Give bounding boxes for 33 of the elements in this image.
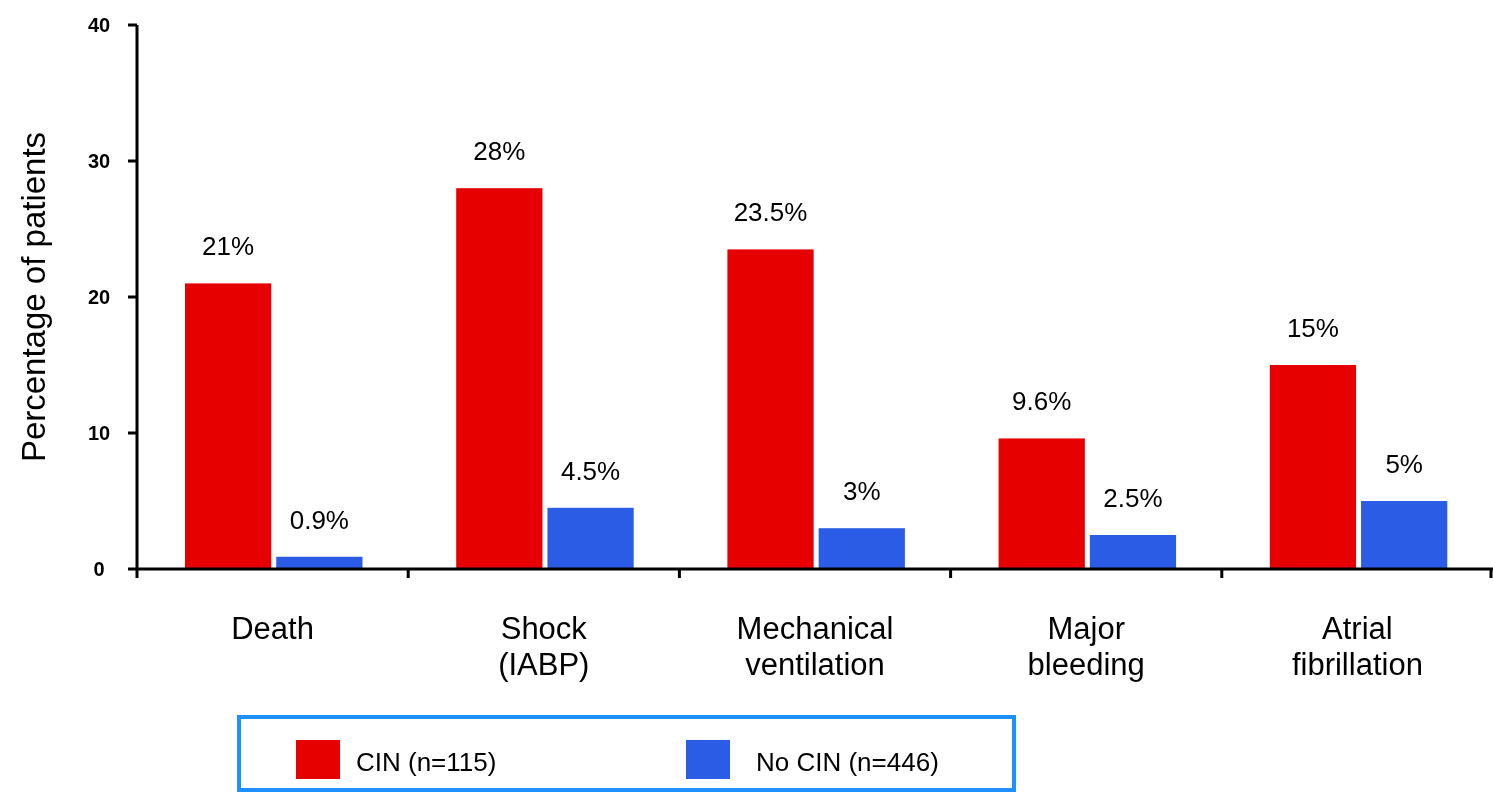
x-tick-label: Major bleeding bbox=[1027, 611, 1145, 682]
data-label: 21% bbox=[202, 231, 255, 262]
legend-label: No CIN (n=446) bbox=[756, 747, 939, 777]
bar bbox=[1361, 501, 1448, 569]
y-tick-label: 0 bbox=[93, 558, 105, 580]
bar bbox=[1089, 535, 1177, 569]
bar bbox=[998, 438, 1085, 569]
y-tick-label: 20 bbox=[87, 286, 111, 308]
x-tick-label: Atrial fibrillation bbox=[1291, 611, 1423, 682]
x-tick-label: Shock (IABP) bbox=[498, 611, 590, 682]
data-label: 28% bbox=[473, 136, 526, 167]
data-label: 2.5% bbox=[1103, 483, 1163, 513]
bar bbox=[276, 556, 363, 569]
legend-label: CIN (n=115) bbox=[356, 747, 497, 777]
data-label: 9.6% bbox=[1012, 386, 1072, 417]
x-tick-label: Death bbox=[231, 611, 314, 646]
data-label: 4.5% bbox=[560, 455, 621, 486]
y-tick-label: 40 bbox=[87, 14, 111, 36]
bar bbox=[547, 507, 634, 569]
bar bbox=[185, 283, 272, 569]
data-label: 5% bbox=[1385, 449, 1423, 479]
x-tick-label: Mechanical ventilation bbox=[736, 611, 894, 682]
data-label: 15% bbox=[1286, 313, 1339, 343]
bar bbox=[727, 249, 814, 569]
bar bbox=[1269, 365, 1357, 569]
data-label: 3% bbox=[842, 476, 881, 507]
y-tick-label: 10 bbox=[87, 422, 111, 444]
data-label: 0.9% bbox=[289, 504, 349, 535]
bar bbox=[456, 188, 543, 569]
bar bbox=[818, 528, 905, 569]
data-label: 23.5% bbox=[733, 197, 808, 228]
y-tick-label: 30 bbox=[87, 150, 111, 172]
y-axis-title: Percentage of patients bbox=[15, 131, 52, 463]
